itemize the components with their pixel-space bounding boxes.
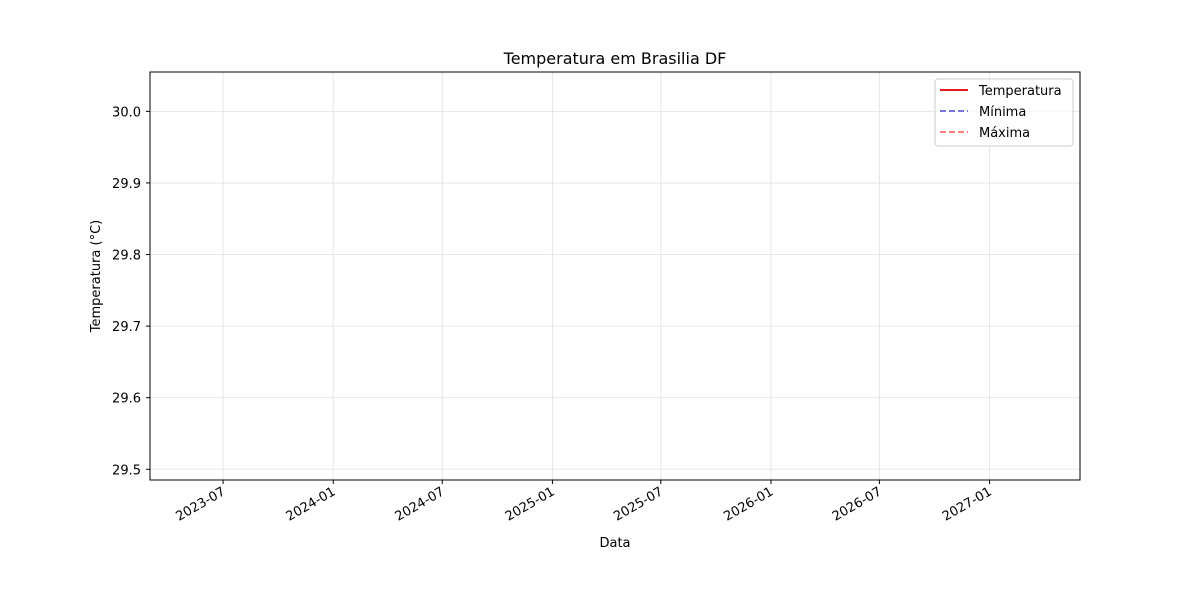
legend-label: Mínima — [979, 105, 1026, 120]
grid-layer — [150, 72, 1080, 480]
legend-label: Temperatura — [978, 84, 1062, 99]
y-tick-label: 29.8 — [112, 249, 141, 264]
y-tick-label: 30.0 — [112, 105, 141, 120]
legend-label: Máxima — [979, 126, 1030, 141]
y-axis: 29.5 29.6 29.7 29.8 29.9 30.0 — [112, 105, 150, 478]
legend-items: Temperatura Mínima Máxima — [940, 84, 1062, 141]
x-tick-label: 2025-01 — [503, 484, 558, 524]
y-axis-label: Temperatura (°C) — [89, 220, 104, 333]
legend: Temperatura Mínima Máxima — [934, 78, 1074, 147]
x-tick-label: 2026-07 — [830, 484, 885, 524]
x-tick-label: 2024-01 — [284, 484, 339, 524]
x-tick-label: 2025-07 — [611, 484, 666, 524]
y-tick-label: 29.9 — [112, 177, 141, 192]
y-tick-label: 29.5 — [112, 463, 141, 478]
x-tick-label: 2026-01 — [721, 484, 776, 524]
chart-title: Temperatura em Brasilia DF — [503, 49, 727, 68]
x-tick-label: 2027-01 — [940, 484, 995, 524]
y-tick-label: 29.7 — [112, 320, 141, 335]
x-axis: 2023-07 2024-01 2024-07 2025-01 2025-07 2026-… — [174, 480, 995, 525]
plot-area — [149, 71, 1081, 481]
y-tick-label: 29.6 — [112, 392, 141, 407]
x-tick-label: 2024-07 — [393, 484, 448, 524]
x-axis-label: Data — [599, 536, 630, 551]
x-tick-label: 2023-07 — [174, 484, 229, 524]
legend-box — [934, 78, 1074, 147]
